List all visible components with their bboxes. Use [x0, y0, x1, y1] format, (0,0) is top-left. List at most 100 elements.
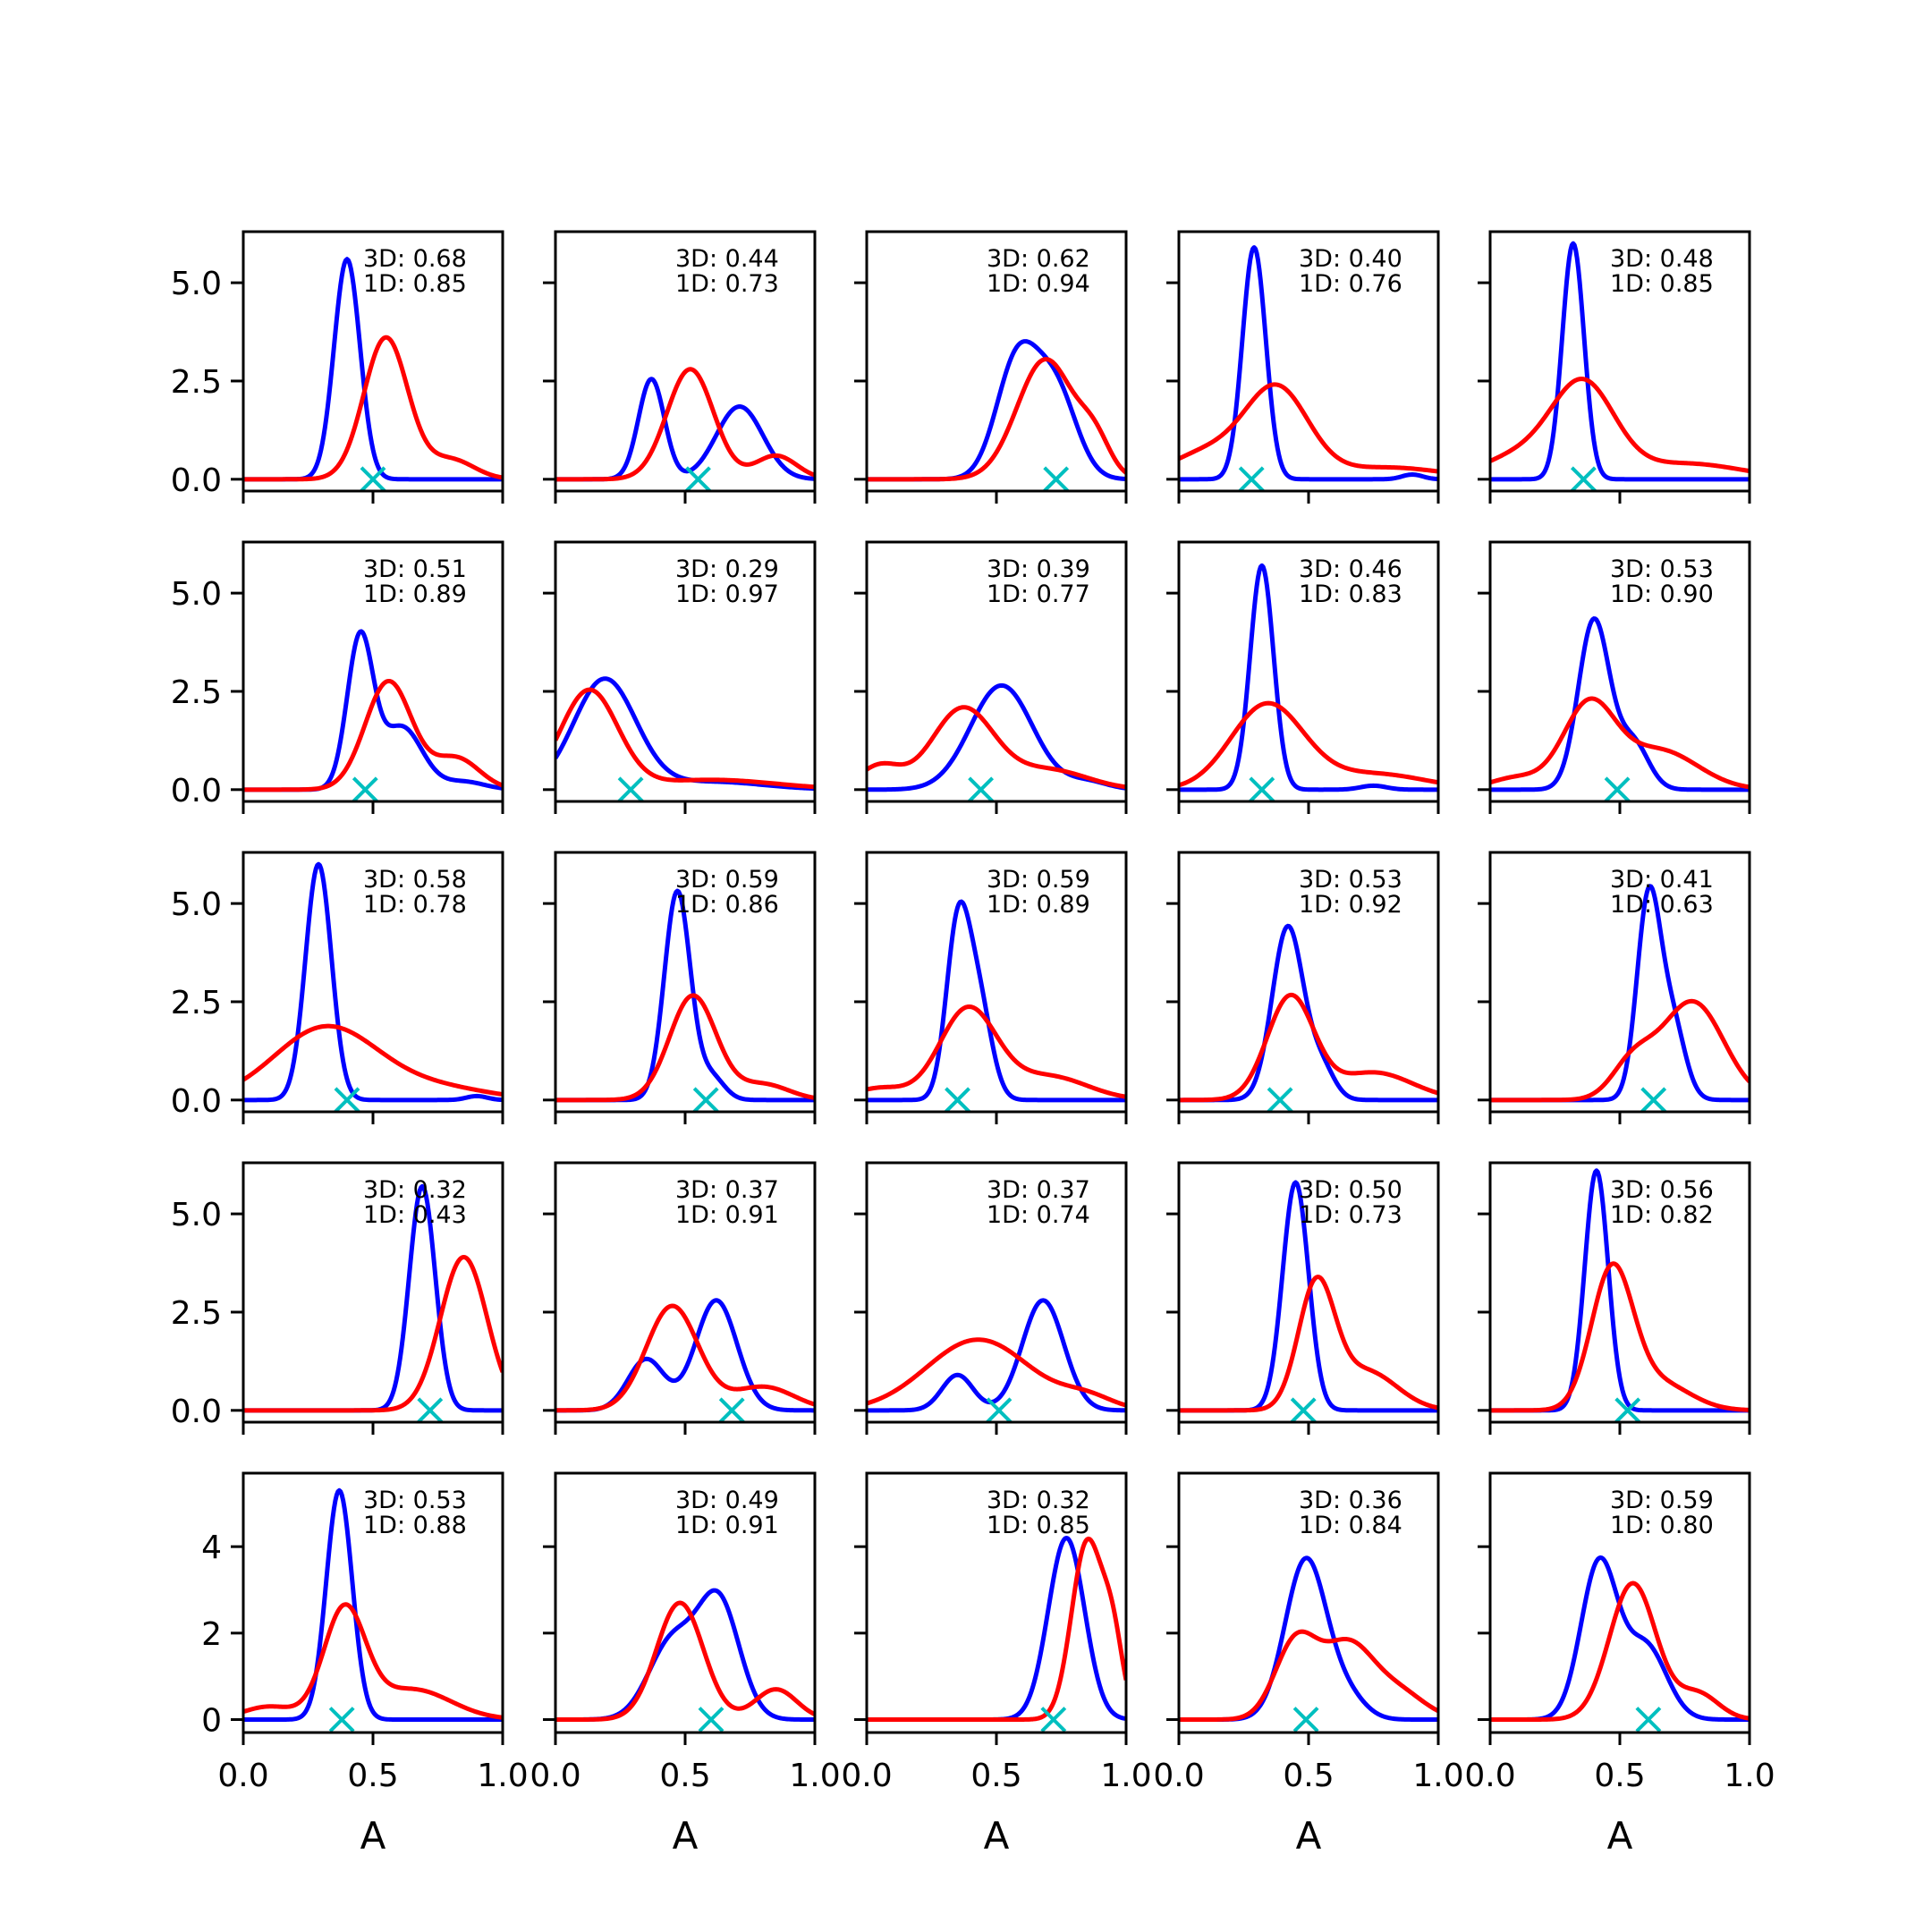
marker-x	[328, 1707, 355, 1733]
marker-x	[945, 1087, 970, 1114]
curve-3d	[1179, 563, 1438, 792]
y-tick-label: 0.0	[171, 1394, 222, 1430]
label-3d: 3D: 0.59	[1610, 1487, 1714, 1514]
x-tick-label: 1.0	[1412, 1758, 1463, 1794]
label-1d: 1D: 0.73	[675, 270, 779, 298]
y-tick-label: 4	[201, 1530, 222, 1566]
x-tick-label: 1.0	[789, 1758, 840, 1794]
x-tick-label: 1.0	[1724, 1758, 1775, 1794]
label-3d: 3D: 0.51	[363, 555, 467, 583]
label-1d: 1D: 0.63	[1610, 891, 1714, 919]
y-tick-label: 5.0	[171, 886, 222, 923]
label-1d: 1D: 0.85	[363, 270, 467, 298]
label-1d: 1D: 0.88	[363, 1512, 467, 1539]
marker-x	[1614, 1397, 1641, 1424]
y-tick-label: 0.0	[171, 1083, 222, 1120]
marker-x	[698, 1707, 724, 1733]
marker-x	[692, 1087, 719, 1114]
y-tick-label: 2.5	[171, 364, 222, 401]
label-1d: 1D: 0.77	[987, 580, 1090, 608]
curve-1d	[867, 1337, 1126, 1408]
curve-3d	[555, 377, 815, 482]
label-3d: 3D: 0.40	[1299, 245, 1402, 273]
marker-x	[685, 466, 711, 493]
marker-x	[1292, 1707, 1319, 1733]
label-3d: 3D: 0.44	[675, 245, 779, 273]
curve-1d	[1179, 700, 1438, 788]
marker-x	[1238, 466, 1265, 493]
label-3d: 3D: 0.37	[675, 1176, 779, 1204]
label-1d: 1D: 0.84	[1299, 1512, 1402, 1539]
marker-x	[1267, 1087, 1293, 1114]
x-tick-label: 1.0	[477, 1758, 528, 1794]
marker-x	[986, 1397, 1013, 1424]
x-axis-label: A	[1296, 1814, 1322, 1858]
label-1d: 1D: 0.91	[675, 1201, 779, 1229]
label-1d: 1D: 0.97	[675, 580, 779, 608]
curve-1d	[243, 1254, 503, 1413]
curve-1d	[1179, 992, 1438, 1103]
curve-1d	[1490, 696, 1750, 790]
curve-1d	[867, 357, 1126, 482]
curve-1d	[867, 1536, 1126, 1722]
y-tick-label: 0.0	[171, 462, 222, 499]
marker-x	[1570, 466, 1597, 493]
y-tick-label: 2.5	[171, 1295, 222, 1332]
curve-1d	[555, 687, 815, 790]
x-axis-label: A	[1607, 1814, 1633, 1858]
marker-x	[1040, 1707, 1067, 1733]
x-tick-label: 0.5	[659, 1758, 710, 1794]
curve-1d	[1490, 1580, 1750, 1722]
label-3d: 3D: 0.58	[363, 866, 467, 894]
label-3d: 3D: 0.37	[987, 1176, 1090, 1204]
curve-1d	[1179, 382, 1438, 474]
label-3d: 3D: 0.49	[675, 1487, 779, 1514]
curve-3d	[867, 899, 1126, 1103]
marker-x	[352, 776, 378, 803]
curve-1d	[555, 993, 815, 1103]
label-3d: 3D: 0.59	[987, 866, 1090, 894]
label-1d: 1D: 0.90	[1610, 580, 1714, 608]
curve-1d	[243, 1023, 503, 1097]
x-axis-label: A	[360, 1814, 386, 1858]
y-tick-label: 2	[201, 1616, 222, 1653]
label-1d: 1D: 0.83	[1299, 580, 1402, 608]
label-3d: 3D: 0.36	[1299, 1487, 1402, 1514]
curve-1d	[867, 705, 1126, 790]
label-1d: 1D: 0.73	[1299, 1201, 1402, 1229]
y-tick-label: 5.0	[171, 576, 222, 613]
marker-x	[1043, 466, 1070, 493]
label-1d: 1D: 0.94	[987, 270, 1090, 298]
x-axis-label: A	[984, 1814, 1010, 1858]
curve-1d	[555, 1600, 815, 1722]
curve-3d	[1179, 245, 1438, 482]
x-tick-label: 0.0	[841, 1758, 892, 1794]
y-tick-label: 0	[201, 1703, 222, 1740]
curve-1d	[243, 335, 503, 482]
marker-x	[968, 776, 995, 803]
curve-3d	[243, 861, 503, 1103]
label-1d: 1D: 0.80	[1610, 1512, 1714, 1539]
label-1d: 1D: 0.89	[363, 580, 467, 608]
curve-3d	[1490, 616, 1750, 792]
y-tick-label: 5.0	[171, 1197, 222, 1233]
label-3d: 3D: 0.32	[987, 1487, 1090, 1514]
x-tick-label: 0.5	[347, 1758, 398, 1794]
label-3d: 3D: 0.39	[987, 555, 1090, 583]
label-3d: 3D: 0.53	[363, 1487, 467, 1514]
label-3d: 3D: 0.41	[1610, 866, 1714, 894]
marker-x	[1640, 1087, 1667, 1114]
curve-3d	[243, 1487, 503, 1722]
